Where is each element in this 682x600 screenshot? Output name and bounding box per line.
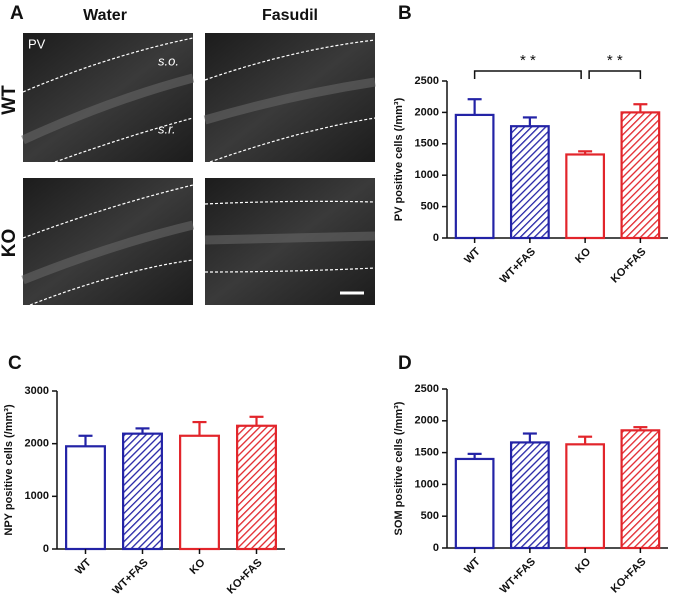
boundary <box>54 117 194 163</box>
x-tick-label: KO+FAS <box>225 557 265 597</box>
column-label: Fasudil <box>262 7 318 24</box>
band <box>203 77 376 125</box>
x-tick-label: KO <box>573 555 593 575</box>
bar <box>509 441 550 550</box>
y-axis-label: NPY positive cells (/mm³) <box>3 404 15 536</box>
x-tick-label: WT <box>462 245 483 266</box>
significance-bracket <box>588 70 642 79</box>
bar <box>620 111 661 240</box>
x-tick-label: WT+FAS <box>498 246 538 286</box>
bar <box>509 125 550 240</box>
x-tick-label: WT <box>73 556 94 577</box>
y-tick-label: 0 <box>43 543 49 555</box>
panel-letter: A <box>10 3 24 24</box>
row-label: KO <box>0 229 20 258</box>
bar <box>65 445 106 551</box>
boundary <box>204 39 376 81</box>
bar <box>236 424 277 551</box>
x-tick-label: KO <box>188 556 208 576</box>
y-axis-label: PV positive cells (/mm³) <box>393 97 405 221</box>
column-label: Water <box>83 7 127 24</box>
band <box>21 220 195 285</box>
y-tick-label: 2500 <box>415 383 439 395</box>
row-label: WT <box>0 85 20 115</box>
boundary <box>22 37 194 93</box>
cell-band <box>21 73 376 285</box>
significance-label: * * <box>520 52 536 69</box>
y-tick-label: 1000 <box>415 478 439 490</box>
y-tick-label: 1000 <box>25 490 49 502</box>
y-tick-label: 3000 <box>25 385 49 397</box>
panel-letter: C <box>8 353 22 374</box>
bar <box>454 457 495 550</box>
y-tick-label: 2000 <box>415 415 439 427</box>
x-tick-label: KO+FAS <box>609 556 649 596</box>
x-tick-label: WT+FAS <box>498 556 538 596</box>
y-tick-label: 1500 <box>415 447 439 459</box>
x-tick-label: WT <box>462 555 483 576</box>
bar <box>122 432 163 551</box>
y-tick-label: 0 <box>433 232 439 244</box>
y-axis-label: SOM positive cells (/mm³) <box>393 401 405 535</box>
y-tick-label: 1500 <box>415 138 439 150</box>
bar <box>620 429 661 550</box>
bar <box>565 443 606 550</box>
stain-label: PV <box>28 36 46 51</box>
x-tick-label: KO <box>573 245 593 265</box>
boundary <box>204 267 376 273</box>
y-tick-label: 2000 <box>415 106 439 118</box>
x-tick-label: KO+FAS <box>609 246 649 286</box>
boundary <box>209 117 376 163</box>
significance-bracket <box>473 70 582 79</box>
micrograph <box>23 178 193 305</box>
boundary <box>29 259 194 306</box>
boundary <box>204 200 376 205</box>
bar <box>454 113 495 240</box>
y-tick-label: 2000 <box>25 438 49 450</box>
layer-label: s.r. <box>158 121 176 136</box>
y-tick-label: 1000 <box>415 169 439 181</box>
layer-boundaries <box>22 37 376 306</box>
bar <box>179 434 220 551</box>
band <box>21 73 195 145</box>
y-tick-label: 0 <box>433 542 439 554</box>
micrograph <box>23 33 193 162</box>
y-tick-label: 500 <box>421 201 439 213</box>
y-tick-label: 2500 <box>415 75 439 87</box>
boundary <box>22 184 194 239</box>
y-tick-label: 500 <box>421 510 439 522</box>
panel-letter: B <box>398 3 412 24</box>
bar <box>565 153 606 240</box>
layer-label: s.o. <box>158 53 179 68</box>
band <box>204 231 376 245</box>
panel-letter: D <box>398 353 412 374</box>
x-tick-label: WT+FAS <box>110 557 150 597</box>
significance-label: * * <box>607 52 623 69</box>
